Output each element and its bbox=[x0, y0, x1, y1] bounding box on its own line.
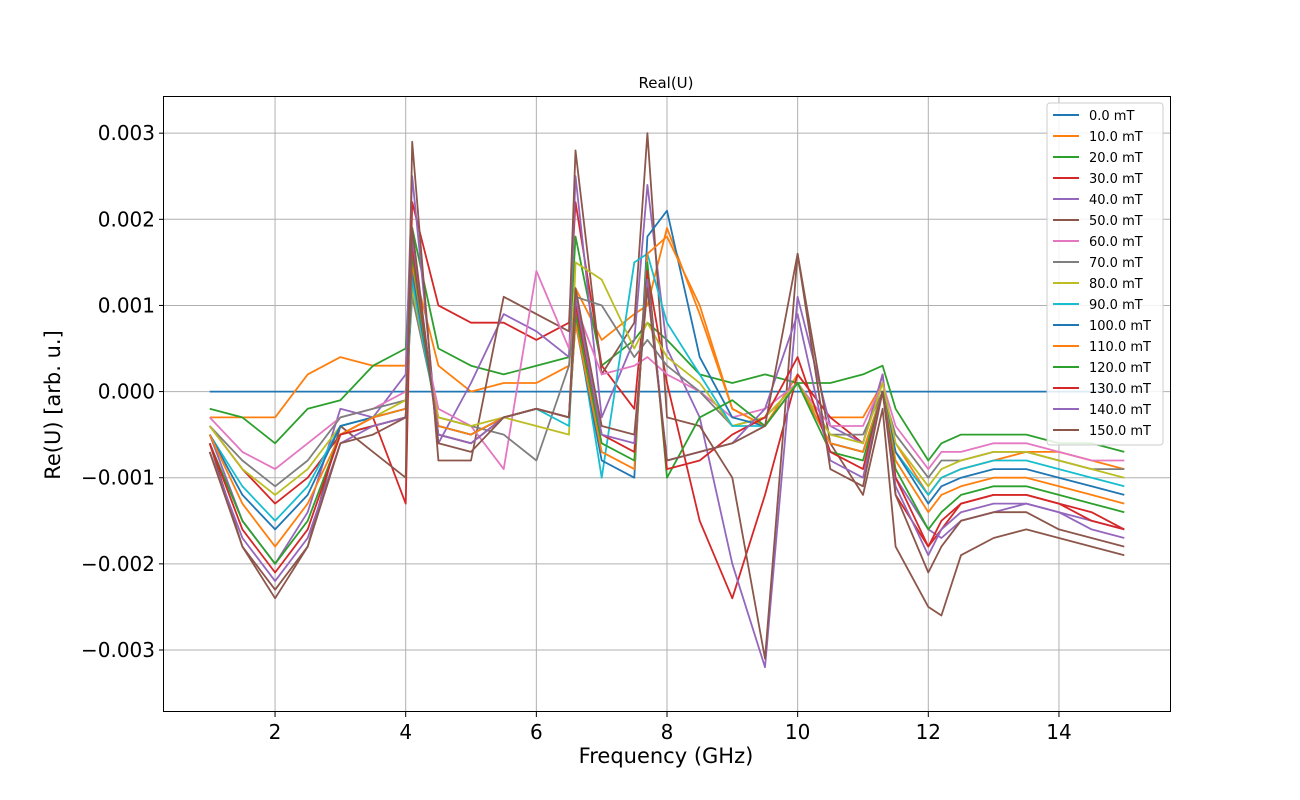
x-tick-label: 8 bbox=[661, 720, 674, 744]
x-tick-label: 10 bbox=[785, 720, 810, 744]
legend-label: 100.0 mT bbox=[1089, 319, 1151, 334]
x-tick-label: 6 bbox=[530, 720, 543, 744]
legend-label: 30.0 mT bbox=[1089, 172, 1143, 187]
x-tick-label: 4 bbox=[399, 720, 412, 744]
x-tick-label: 2 bbox=[269, 720, 282, 744]
legend-label: 80.0 mT bbox=[1089, 277, 1143, 292]
y-tick-label: 0.002 bbox=[98, 207, 155, 231]
x-tick-label: 12 bbox=[916, 720, 941, 744]
axis-ticks: 2 4 6 8 10 12 14 −0.003 −0.002 −0.001 0.000 0.001 0.… bbox=[81, 121, 1072, 744]
series-line-5 bbox=[208, 132, 1125, 660]
plot-series bbox=[208, 132, 1125, 669]
y-tick-label: −0.003 bbox=[81, 638, 155, 662]
legend-label: 150.0 mT bbox=[1089, 424, 1151, 439]
y-tick-label: 0.001 bbox=[98, 293, 155, 317]
y-tick-label: −0.002 bbox=[81, 552, 155, 576]
y-tick-label: −0.001 bbox=[81, 466, 155, 490]
legend-box bbox=[1046, 102, 1164, 446]
legend-label: 10.0 mT bbox=[1089, 130, 1143, 145]
legend-label: 50.0 mT bbox=[1089, 214, 1143, 229]
series-line-11 bbox=[208, 235, 1125, 548]
series-line-3 bbox=[208, 201, 1125, 600]
series-line-7 bbox=[209, 295, 1125, 488]
chart-title: Real(U) bbox=[638, 74, 693, 92]
legend-label: 90.0 mT bbox=[1089, 298, 1143, 313]
plot-frame bbox=[163, 96, 1171, 712]
legend-label: 130.0 mT bbox=[1089, 382, 1151, 397]
legend: 0.0 mT 10.0 mT 20.0 mT 30.0 mT 40.0 mT 50.0 m… bbox=[1046, 102, 1164, 446]
series-line-8 bbox=[208, 261, 1125, 496]
legend-label: 40.0 mT bbox=[1089, 193, 1143, 208]
legend-label: 140.0 mT bbox=[1089, 403, 1151, 418]
legend-label: 60.0 mT bbox=[1089, 235, 1143, 250]
y-tick-label: 0.003 bbox=[98, 121, 155, 145]
x-axis-label: Frequency (GHz) bbox=[579, 744, 754, 768]
legend-label: 20.0 mT bbox=[1089, 151, 1143, 166]
legend-label: 120.0 mT bbox=[1089, 361, 1151, 376]
legend-label: 0.0 mT bbox=[1089, 109, 1134, 124]
legend-label: 110.0 mT bbox=[1089, 340, 1151, 355]
legend-label: 70.0 mT bbox=[1089, 256, 1143, 271]
y-axis-label: Re(U) [arb. u.] bbox=[41, 330, 65, 480]
x-tick-label: 14 bbox=[1046, 720, 1071, 744]
y-tick-label: 0.000 bbox=[98, 380, 155, 404]
series-line-15 bbox=[208, 226, 1125, 591]
